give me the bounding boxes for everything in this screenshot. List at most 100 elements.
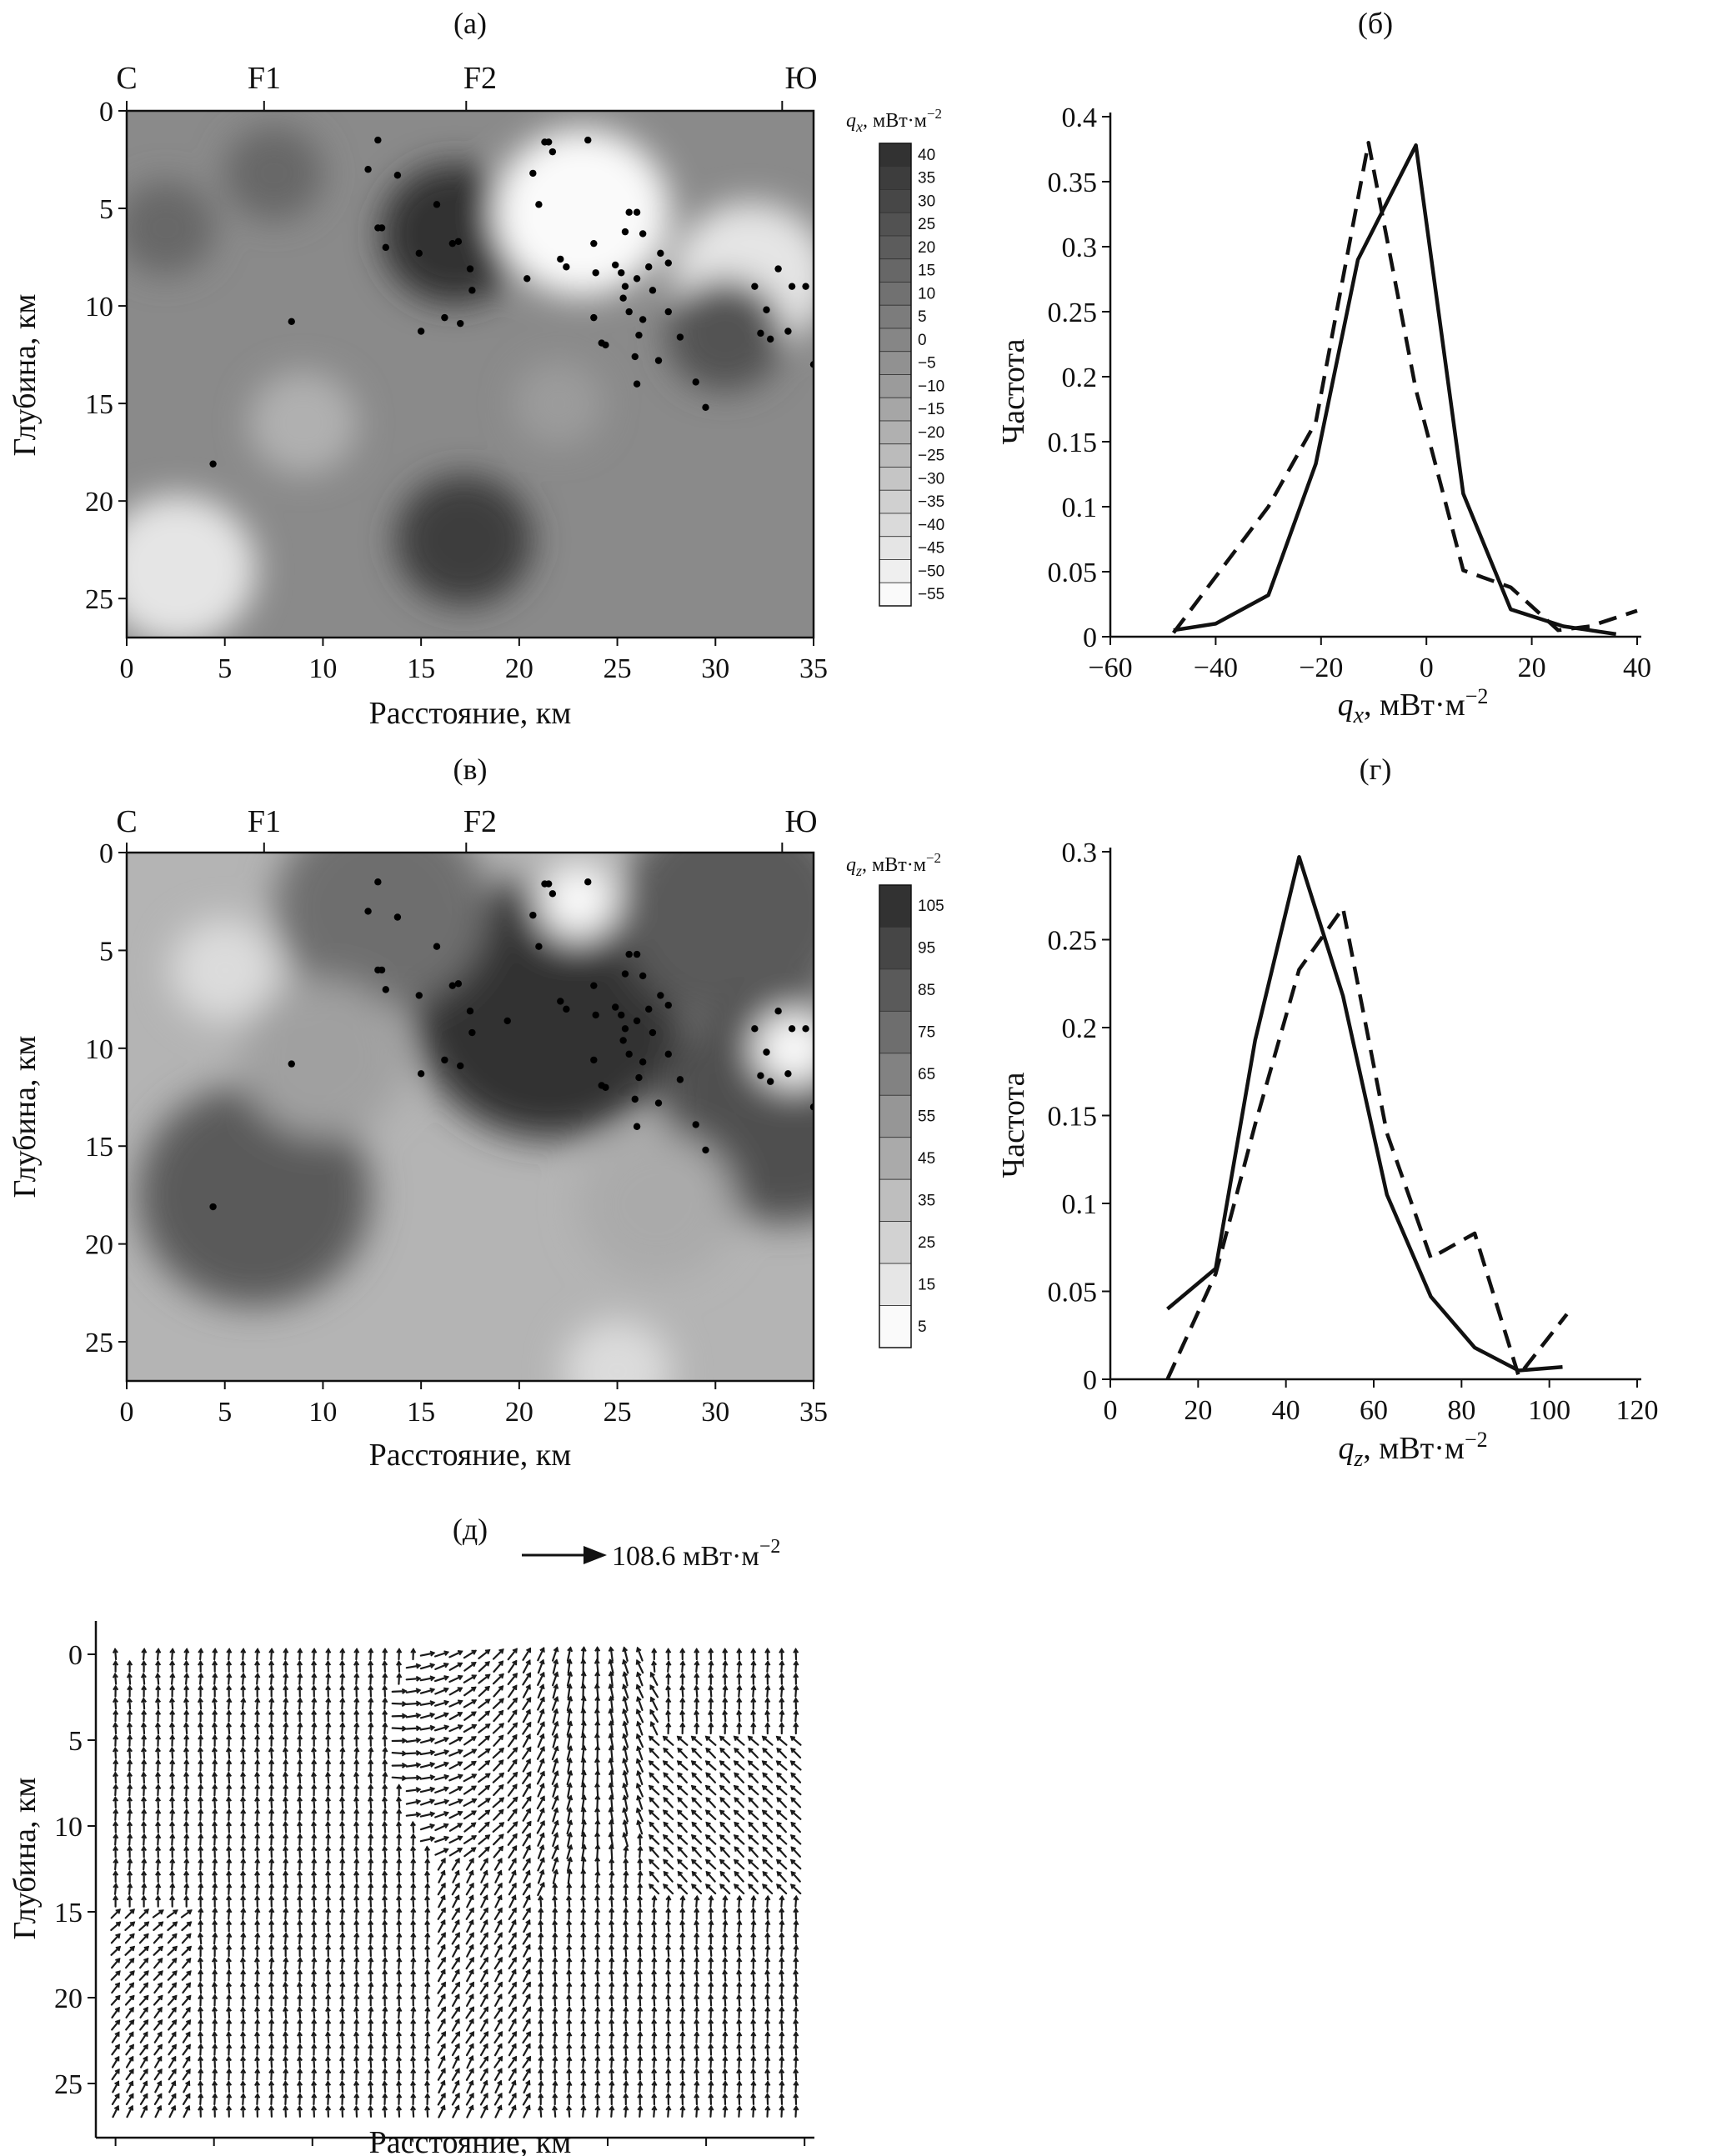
flow-vector — [676, 1735, 689, 1746]
flow-vector — [507, 1673, 518, 1686]
flow-vector — [168, 2105, 176, 2118]
flow-vector-head — [440, 1882, 446, 1888]
flow-vector-head — [623, 1944, 629, 1950]
flow-vector-head — [497, 1993, 503, 1999]
flow-vector — [270, 1772, 273, 1784]
flow-vector — [609, 1646, 614, 1663]
flow-vector-head — [679, 2055, 686, 2062]
flow-vector — [419, 1812, 435, 1818]
flow-vector-head — [212, 1845, 218, 1852]
flow-vector-head — [694, 1697, 700, 1703]
flow-vector-head — [239, 1746, 247, 1753]
flow-vector — [270, 2093, 273, 2105]
site-label: F1 — [248, 804, 281, 839]
flow-vector — [185, 1883, 188, 1895]
flow-vector-head — [485, 1773, 491, 1778]
flow-vector-head — [635, 1733, 642, 1739]
flow-vector — [639, 2081, 642, 2093]
flow-vector-head — [539, 1671, 545, 1678]
flow-vector-head — [443, 1675, 450, 1681]
flow-vector — [270, 2105, 273, 2118]
flow-vector-head — [283, 1944, 289, 1950]
flow-vector — [451, 1908, 460, 1920]
flow-vector-head — [440, 2092, 446, 2098]
colorbar-swatch — [879, 1305, 912, 1348]
flow-vector-head — [240, 1697, 247, 1703]
flow-vector-head — [649, 1671, 655, 1678]
flow-vector-head — [750, 1981, 757, 1988]
flow-vector-head — [497, 2043, 503, 2049]
flow-vector — [398, 1957, 401, 1969]
station-marker — [598, 339, 605, 347]
flow-vector — [508, 2068, 517, 2081]
flow-vector — [794, 1710, 798, 1723]
flow-vector — [690, 1735, 703, 1746]
x-tick-label: 20 — [1518, 653, 1546, 683]
flow-vector — [553, 1895, 557, 1908]
flow-vector-head — [776, 1821, 782, 1828]
flow-vector — [681, 1944, 684, 1958]
flow-vector — [724, 1660, 727, 1673]
flow-vector — [695, 2081, 699, 2093]
flow-vector-head — [764, 1659, 771, 1666]
flow-vector — [256, 2081, 258, 2093]
flow-vector-head — [325, 1956, 332, 1963]
flow-vector-head — [694, 1968, 700, 1975]
colorbar-swatch — [879, 1178, 912, 1223]
flow-vector-head — [779, 1932, 785, 1938]
flow-vector — [465, 2031, 475, 2044]
panel-a-sites: С F1 F2 Ю — [116, 61, 817, 96]
flow-vector — [734, 1834, 745, 1845]
flow-vector — [766, 2018, 769, 2031]
flow-vector-head — [297, 1733, 303, 1740]
flow-vector-head — [143, 1921, 150, 1927]
panel-b: (б) −60 −40 −20 0 20 4000.050.10.150.20.250.3… — [996, 7, 1651, 728]
flow-vector-head — [793, 2055, 799, 2062]
flow-vector-head — [679, 1907, 686, 1913]
flow-vector-head — [325, 2068, 332, 2074]
flow-vector — [508, 1944, 517, 1958]
flow-vector-head — [468, 1918, 474, 1925]
flow-vector — [508, 2093, 517, 2106]
flow-vector-head — [483, 2006, 488, 2012]
flow-vector-head — [297, 1722, 303, 1728]
flow-vector — [298, 2007, 302, 2019]
flow-vector-head — [471, 1736, 477, 1742]
flow-vector-head — [127, 1833, 133, 1839]
flow-vector — [228, 2081, 230, 2093]
flow-vector-head — [483, 2055, 489, 2062]
flow-vector-head — [764, 2006, 771, 2012]
flow-vector-head — [283, 1758, 289, 1765]
flow-vector-head — [764, 1648, 771, 1653]
flow-vector-head — [708, 1932, 714, 1938]
flow-vector — [465, 1982, 475, 1994]
flow-vector-head — [748, 1821, 754, 1828]
flow-vector — [369, 1908, 373, 1920]
flow-vector — [213, 1698, 217, 1710]
flow-vector-head — [443, 1712, 449, 1718]
flow-vector-head — [353, 1746, 360, 1753]
flow-vector — [780, 1895, 784, 1908]
station-marker — [645, 263, 653, 271]
flow-vector-head — [353, 2006, 360, 2013]
flow-vector-head — [594, 1944, 601, 1950]
flow-vector-head — [268, 1993, 275, 2000]
flow-vector-head — [762, 1846, 768, 1852]
flow-vector-head — [662, 1760, 669, 1766]
flow-vector-head — [198, 1820, 204, 1827]
flow-vector-head — [525, 1683, 531, 1690]
flow-vector — [451, 2068, 460, 2081]
anomaly-core — [325, 856, 438, 958]
flow-vector-head — [311, 2068, 318, 2074]
flow-vector — [139, 2043, 148, 2056]
flow-vector-head — [143, 1970, 149, 1976]
flow-vector — [539, 2007, 543, 2019]
flow-vector-head — [708, 1894, 714, 1901]
flow-vector — [522, 1783, 531, 1798]
flow-vector — [539, 2081, 543, 2093]
flow-vector-head — [410, 1833, 417, 1839]
flow-vector — [624, 1920, 628, 1933]
flow-vector — [448, 1823, 463, 1832]
flow-vector — [479, 1932, 488, 1945]
flow-vector — [426, 2007, 429, 2019]
